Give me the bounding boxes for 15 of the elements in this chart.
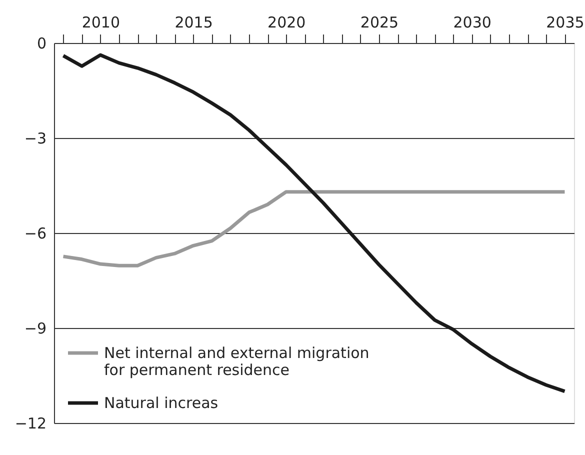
y-tick-label: −6: [24, 224, 46, 242]
y-tick-label: −12: [14, 414, 46, 432]
x-tick-label: 2025: [360, 14, 399, 32]
x-tick-label: 2015: [174, 14, 213, 32]
y-tick-label: −9: [24, 320, 46, 338]
legend-label: Net internal and external migration for permanent residence: [104, 344, 370, 379]
y-tick-label: 0: [36, 34, 46, 52]
x-tick-label: 2030: [453, 14, 492, 32]
line-series: [62, 53, 566, 394]
x-tick-label: 2035: [546, 14, 584, 32]
x-tick-label: 2020: [268, 14, 306, 32]
x-tick-label: 2010: [82, 14, 120, 32]
y-tick-label: −3: [24, 130, 46, 148]
line-series: [62, 190, 566, 268]
legend-label: Natural increas: [104, 394, 218, 412]
